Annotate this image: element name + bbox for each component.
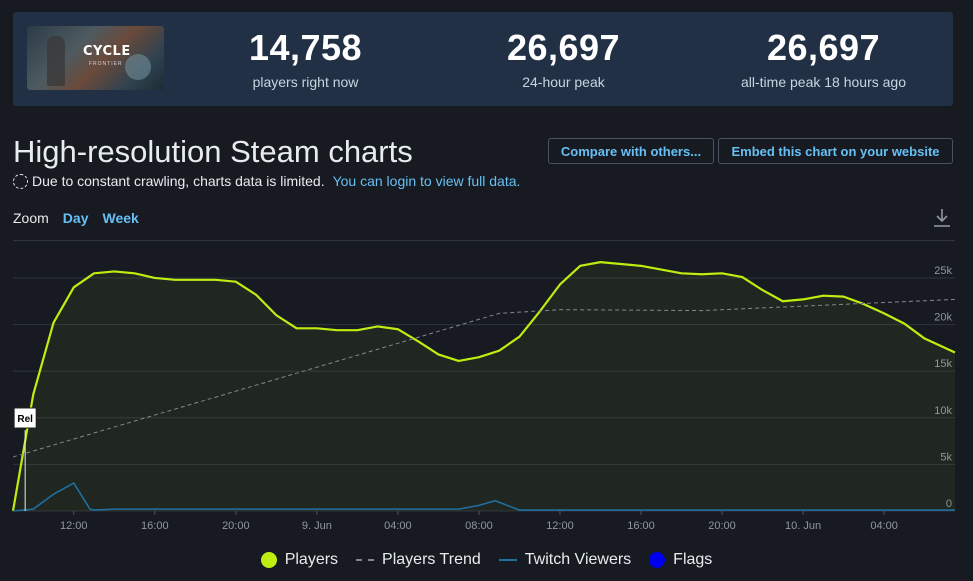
trend-swatch (356, 559, 375, 561)
stat-value: 26,697 (766, 27, 881, 68)
chart-annotations: Rel (13, 407, 37, 511)
legend-label: Players Trend (382, 551, 481, 568)
legend-players[interactable]: Players (260, 551, 339, 569)
stat-label: 24-hour peak (522, 74, 605, 90)
chart-axes: 0 5k 10k 15k 20k 25k 12:00 16:00 20:00 9. Jun 04:0… (60, 265, 952, 532)
game-thumbnail[interactable]: CYCLE FRONTIER (27, 26, 164, 90)
stat-value: 26,697 (506, 27, 621, 68)
players-area (13, 262, 955, 511)
y-tick-label: 0 (946, 498, 952, 510)
zoom-week-button[interactable]: Week (102, 210, 139, 226)
twitch-viewers-line (12, 481, 955, 512)
y-tick-label: 10k (934, 405, 952, 417)
annotation-label: Rel (17, 414, 33, 425)
twitch-swatch (498, 559, 517, 561)
notice-text: Due to constant crawling, charts data is… (32, 173, 325, 189)
players-line (11, 261, 956, 512)
page-title: High-resolution Steam charts (13, 134, 413, 169)
x-tick-label: 20:00 (222, 520, 250, 532)
y-tick-label: 20k (934, 312, 952, 324)
y-tick-label: 25k (934, 265, 952, 277)
stat-label: all-time peak 18 hours ago (741, 74, 906, 90)
legend-flags[interactable]: Flags (649, 551, 712, 569)
zoom-label: Zoom (13, 210, 49, 226)
stat-value: 14,758 (248, 27, 363, 68)
chart-grid (13, 240, 955, 512)
x-tick-label: 9. Jun (302, 520, 332, 532)
legend-label: Flags (673, 551, 713, 568)
chart-series (11, 261, 956, 512)
zoom-day-button[interactable]: Day (62, 210, 89, 226)
y-tick-label: 15k (934, 358, 952, 370)
chart-legend: Players Players Trend Twitch Viewers Fla… (0, 551, 973, 569)
y-tick-label: 5k (940, 451, 952, 463)
x-tick-label: 08:00 (465, 520, 493, 532)
loading-spinner-icon (13, 173, 28, 189)
players-trend-line (12, 298, 956, 458)
x-tick-label: 04:00 (870, 520, 898, 532)
x-tick-label: 16:00 (141, 520, 169, 532)
thumbnail-planet (125, 54, 151, 80)
x-tick-label: 12:00 (60, 520, 88, 532)
embed-chart-button[interactable]: Embed this chart on your website (718, 138, 953, 164)
compare-button[interactable]: Compare with others... (548, 138, 714, 164)
login-link[interactable]: You can login to view full data. (332, 173, 521, 189)
annotation-box (13, 407, 37, 429)
data-limit-notice: Due to constant crawling, charts data is… (13, 173, 520, 189)
flags-swatch (649, 552, 666, 568)
players-swatch (260, 552, 277, 568)
stat-players-now: 14,758 players right now (213, 27, 398, 91)
legend-twitch-viewers[interactable]: Twitch Viewers (498, 551, 632, 569)
zoom-controls: Zoom Day Week (13, 210, 139, 226)
game-logo-subtext: FRONTIER (89, 61, 123, 67)
players-chart[interactable]: 0 5k 10k 15k 20k 25k 12:00 16:00 20:00 9. Jun 04:0… (0, 240, 973, 540)
stat-all-time-peak: 26,697 all-time peak 18 hours ago (716, 27, 931, 91)
legend-label: Twitch Viewers (524, 551, 632, 568)
stat-label: players right now (252, 74, 359, 90)
game-logo-text: CYCLE (83, 44, 131, 59)
legend-label: Players (284, 551, 339, 568)
x-tick-label: 12:00 (546, 520, 574, 532)
x-tick-label: 04:00 (384, 520, 412, 532)
download-icon[interactable] (932, 207, 952, 229)
stat-24h-peak: 26,697 24-hour peak (471, 27, 656, 91)
legend-players-trend[interactable]: Players Trend (356, 551, 481, 569)
thumbnail-figure (47, 36, 65, 86)
x-tick-label: 20:00 (708, 520, 736, 532)
stats-bar: CYCLE FRONTIER 14,758 players right now … (13, 12, 953, 106)
x-tick-label: 16:00 (627, 520, 655, 532)
x-tick-label: 10. Jun (785, 520, 821, 532)
